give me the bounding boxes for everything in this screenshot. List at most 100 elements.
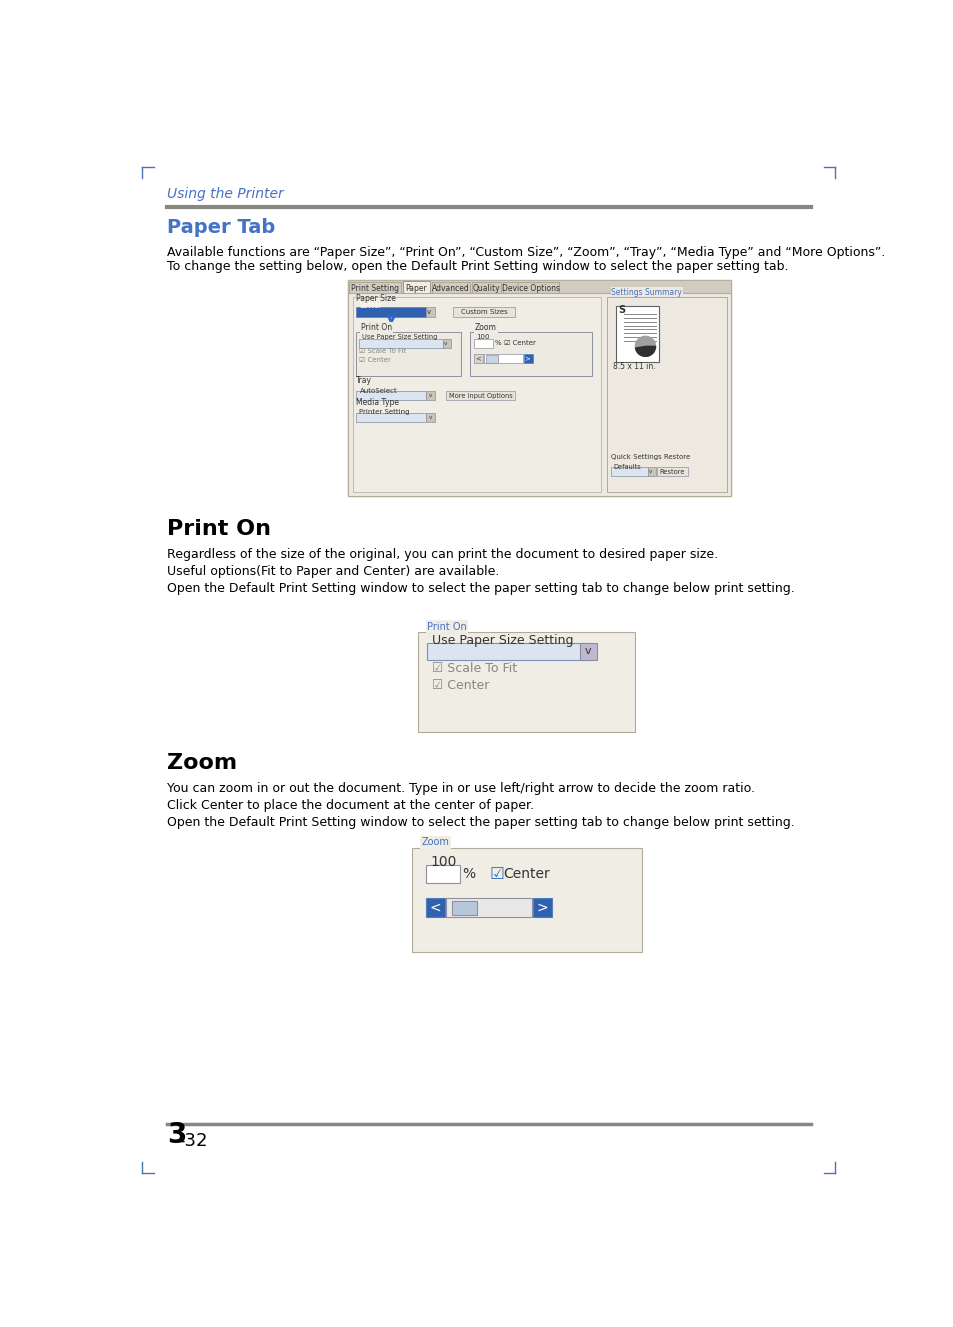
Text: Quality: Quality — [473, 284, 500, 293]
Text: Tray: Tray — [356, 377, 372, 385]
FancyBboxPatch shape — [412, 848, 641, 953]
Text: ☑ Scale To Fit: ☑ Scale To Fit — [431, 662, 517, 675]
FancyBboxPatch shape — [472, 281, 500, 295]
Text: v: v — [649, 470, 652, 474]
Text: S: S — [618, 305, 625, 316]
Text: Zoom: Zoom — [421, 837, 449, 848]
FancyBboxPatch shape — [348, 281, 401, 295]
FancyBboxPatch shape — [446, 898, 531, 917]
Circle shape — [635, 336, 655, 357]
Text: v: v — [584, 646, 591, 657]
FancyBboxPatch shape — [616, 307, 658, 362]
FancyBboxPatch shape — [356, 307, 426, 317]
FancyBboxPatch shape — [485, 354, 497, 362]
Text: ☑ Center: ☑ Center — [504, 340, 536, 346]
Text: Print On: Print On — [167, 519, 271, 539]
Text: 3: 3 — [167, 1121, 187, 1149]
Text: Print Setting: Print Setting — [351, 284, 398, 293]
FancyBboxPatch shape — [474, 354, 483, 364]
FancyBboxPatch shape — [353, 297, 599, 492]
FancyBboxPatch shape — [426, 391, 435, 401]
Text: Using the Printer: Using the Printer — [167, 187, 284, 200]
Text: v: v — [427, 309, 431, 314]
Text: Quick Settings Restore: Quick Settings Restore — [610, 454, 689, 459]
Text: Click Center to place the document at the center of paper.: Click Center to place the document at th… — [167, 799, 534, 812]
Text: 100: 100 — [476, 334, 490, 341]
Text: Paper Tab: Paper Tab — [167, 218, 275, 238]
Text: Regardless of the size of the original, you can print the document to desired pa: Regardless of the size of the original, … — [167, 548, 718, 561]
Text: Zoom: Zoom — [475, 324, 497, 332]
FancyBboxPatch shape — [348, 280, 731, 295]
FancyBboxPatch shape — [606, 297, 726, 492]
Text: Custom Sizes: Custom Sizes — [460, 309, 507, 314]
Text: Media Type: Media Type — [356, 398, 399, 407]
FancyBboxPatch shape — [359, 338, 443, 348]
Text: Available functions are “Paper Size”, “Print On”, “Custom Size”, “Zoom”, “Tray”,: Available functions are “Paper Size”, “P… — [167, 247, 884, 259]
Text: Paper Size: Paper Size — [356, 293, 395, 303]
FancyBboxPatch shape — [470, 333, 592, 376]
Text: ☑ Scale To Fit: ☑ Scale To Fit — [359, 348, 406, 353]
Text: Printer Setting: Printer Setting — [359, 409, 410, 415]
Text: 100: 100 — [431, 855, 456, 869]
Text: Zoom: Zoom — [167, 754, 237, 774]
Text: Device Options: Device Options — [501, 284, 559, 293]
FancyBboxPatch shape — [426, 413, 435, 422]
FancyBboxPatch shape — [445, 391, 515, 401]
Text: Settings Summary: Settings Summary — [611, 288, 681, 297]
FancyBboxPatch shape — [356, 413, 426, 422]
Text: v: v — [428, 415, 431, 419]
Text: Print On: Print On — [427, 622, 466, 632]
FancyBboxPatch shape — [356, 391, 426, 401]
Text: >: > — [536, 901, 548, 914]
Text: ☑ Center: ☑ Center — [431, 679, 489, 691]
FancyBboxPatch shape — [657, 467, 687, 476]
Text: Letter: Letter — [359, 301, 382, 309]
FancyBboxPatch shape — [474, 338, 493, 348]
Text: More Input Options: More Input Options — [448, 393, 512, 398]
FancyBboxPatch shape — [533, 898, 551, 917]
FancyBboxPatch shape — [502, 281, 558, 295]
FancyBboxPatch shape — [427, 642, 589, 660]
Text: <: < — [429, 901, 441, 914]
FancyBboxPatch shape — [426, 307, 435, 317]
FancyBboxPatch shape — [348, 293, 731, 496]
FancyBboxPatch shape — [610, 467, 647, 476]
Text: AutoSelect: AutoSelect — [359, 387, 396, 394]
FancyBboxPatch shape — [453, 307, 515, 317]
Text: Center: Center — [503, 867, 550, 881]
FancyBboxPatch shape — [348, 280, 731, 496]
FancyBboxPatch shape — [402, 281, 430, 295]
Text: Open the Default Print Setting window to select the paper setting tab to change : Open the Default Print Setting window to… — [167, 583, 794, 594]
Text: Defaults: Defaults — [612, 463, 640, 470]
Text: >: > — [524, 356, 530, 362]
Wedge shape — [635, 346, 655, 357]
Text: To change the setting below, open the Default Print Setting window to select the: To change the setting below, open the De… — [167, 260, 788, 273]
Text: %: % — [494, 340, 500, 346]
Text: v: v — [443, 341, 447, 346]
Text: ☑: ☑ — [489, 865, 504, 882]
Text: Restore: Restore — [659, 468, 684, 475]
FancyBboxPatch shape — [443, 338, 451, 348]
Text: Open the Default Print Setting window to select the paper setting tab to change : Open the Default Print Setting window to… — [167, 816, 794, 829]
Text: Useful options(Fit to Paper and Center) are available.: Useful options(Fit to Paper and Center) … — [167, 565, 499, 579]
Text: Use Paper Size Setting: Use Paper Size Setting — [431, 634, 573, 648]
FancyBboxPatch shape — [647, 467, 655, 476]
Text: Use Paper Size Setting: Use Paper Size Setting — [361, 334, 436, 341]
FancyBboxPatch shape — [431, 281, 470, 295]
FancyBboxPatch shape — [579, 642, 597, 660]
FancyBboxPatch shape — [452, 901, 476, 914]
Text: Advanced: Advanced — [432, 284, 469, 293]
FancyBboxPatch shape — [484, 354, 522, 364]
Text: ☑ Center: ☑ Center — [359, 357, 391, 362]
Text: v: v — [428, 393, 431, 398]
FancyBboxPatch shape — [417, 632, 634, 733]
Text: -32: -32 — [178, 1132, 208, 1149]
Text: 8.5 x 11 in.: 8.5 x 11 in. — [612, 362, 655, 370]
FancyBboxPatch shape — [426, 898, 444, 917]
Text: Paper: Paper — [405, 284, 427, 293]
FancyBboxPatch shape — [356, 333, 460, 376]
Text: %: % — [462, 867, 476, 881]
Text: Print On: Print On — [360, 324, 392, 332]
Text: <: < — [475, 356, 480, 362]
FancyBboxPatch shape — [426, 865, 459, 882]
